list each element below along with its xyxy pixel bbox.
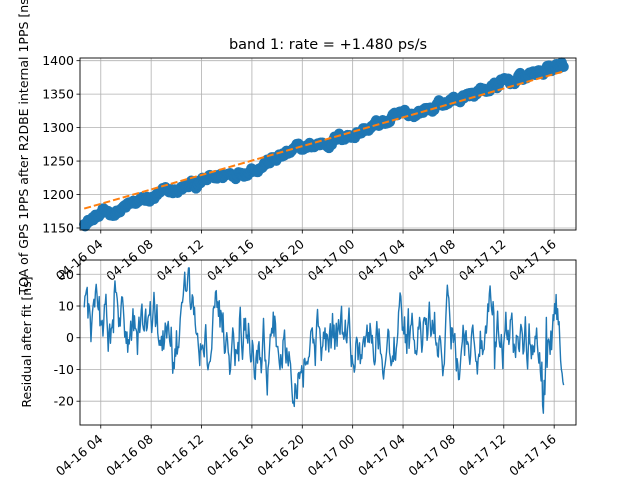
- x-tick-label: 04-16 20: [254, 431, 307, 479]
- x-tick-label: 04-16 04: [53, 431, 106, 479]
- bottom-y-axis-label: Residual after fit [ns]: [19, 276, 34, 407]
- x-tick-label: 04-17 12: [456, 431, 509, 479]
- y-tick-label: 0: [66, 330, 74, 345]
- bottom-axes-frame: [79, 259, 577, 426]
- chart-title: band 1: rate = +1.480 ps/s: [229, 37, 427, 53]
- y-tick-label: -10: [54, 362, 74, 377]
- data-point: [558, 61, 569, 73]
- residual-line: [83, 267, 565, 414]
- x-tick-label: 04-17 08: [405, 431, 458, 479]
- y-tick-label: -20: [54, 394, 74, 409]
- x-tick-label: 04-16 12: [154, 431, 207, 479]
- x-tick-label: 04-17 04: [355, 431, 408, 479]
- y-tick-label: 1350: [42, 87, 74, 102]
- marker-series: [79, 57, 569, 232]
- y-tick-label: 1150: [42, 220, 74, 235]
- fit-line: [83, 70, 564, 210]
- y-tick-label: 1400: [42, 53, 74, 68]
- top-axes-frame: [79, 57, 577, 231]
- x-tick-label: 04-16 08: [103, 431, 156, 479]
- top-y-axis-label: TOA of GPS 1PPS after R2DBE internal 1PP…: [16, 0, 31, 296]
- y-tick-label: 10: [58, 299, 74, 314]
- x-tick-label: 04-17 16: [506, 431, 559, 479]
- y-tick-label: 1200: [42, 187, 74, 202]
- y-tick-label: 20: [58, 267, 74, 282]
- x-tick-label: 04-16 16: [204, 431, 257, 479]
- x-tick-label: 04-17 00: [305, 431, 358, 479]
- y-tick-label: 1300: [42, 120, 74, 135]
- y-tick-label: 1250: [42, 154, 74, 169]
